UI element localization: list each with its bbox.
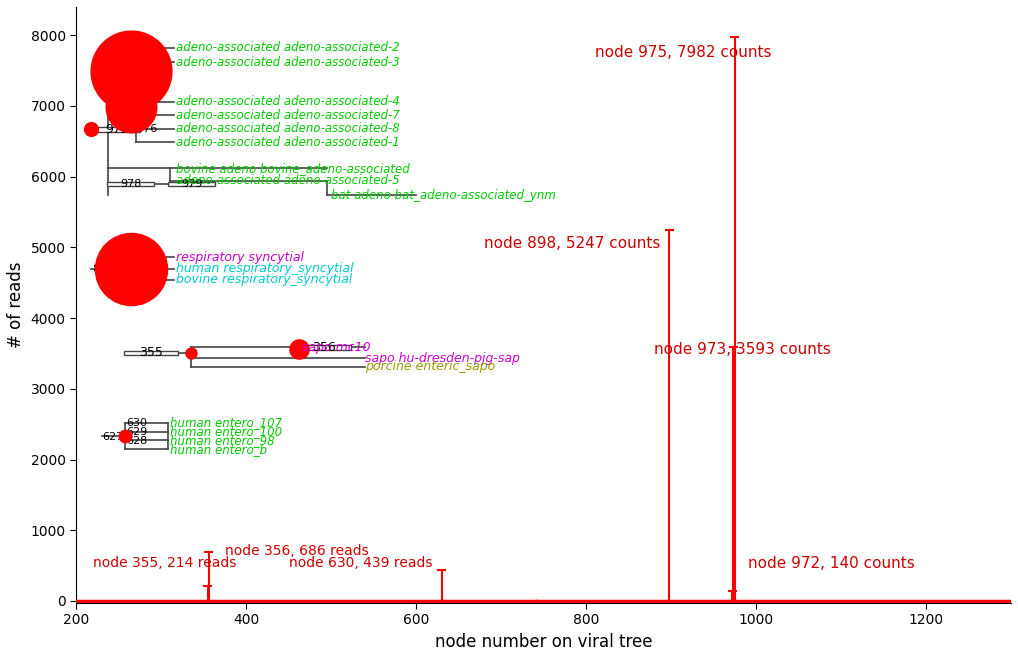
Text: node 356, 686 reads: node 356, 686 reads xyxy=(225,544,369,559)
Text: 356: 356 xyxy=(313,341,336,354)
Text: human entero_98: human entero_98 xyxy=(170,434,274,447)
Text: 976: 976 xyxy=(136,124,158,134)
Text: human respiratory_syncytial: human respiratory_syncytial xyxy=(176,262,354,275)
Text: 977: 977 xyxy=(136,111,158,121)
Text: 972: 972 xyxy=(105,123,128,136)
FancyBboxPatch shape xyxy=(90,127,139,132)
Text: node 355, 214 reads: node 355, 214 reads xyxy=(93,557,236,570)
Text: adeno-associated adeno-associated-3: adeno-associated adeno-associated-3 xyxy=(176,56,400,68)
Text: 630: 630 xyxy=(126,418,148,428)
Text: 974: 974 xyxy=(136,58,158,68)
Text: sapo mc10: sapo mc10 xyxy=(302,341,371,353)
Text: respiratory syncytial: respiratory syncytial xyxy=(176,251,304,264)
Text: sapo hu-dresden-pjg-sap: sapo hu-dresden-pjg-sap xyxy=(365,352,520,365)
Text: adeno-associated adeno-associated-8: adeno-associated adeno-associated-8 xyxy=(176,122,400,135)
Text: adeno-associated adeno-associated-1: adeno-associated adeno-associated-1 xyxy=(176,136,400,149)
Text: human entero_b: human entero_b xyxy=(170,443,267,456)
FancyBboxPatch shape xyxy=(107,182,155,186)
Text: bovine respiratory_syncytial: bovine respiratory_syncytial xyxy=(176,274,352,286)
Text: adeno-associated adeno-associated-4: adeno-associated adeno-associated-4 xyxy=(176,95,400,108)
Text: node 630, 439 reads: node 630, 439 reads xyxy=(288,557,432,570)
Point xyxy=(117,431,133,442)
FancyBboxPatch shape xyxy=(123,351,178,355)
Text: adeno-associated adeno-associated-7: adeno-associated adeno-associated-7 xyxy=(176,109,400,122)
Point xyxy=(123,102,139,113)
Text: porcine enteric_sapo: porcine enteric_sapo xyxy=(365,361,496,373)
Text: human entero_107: human entero_107 xyxy=(170,417,282,429)
FancyBboxPatch shape xyxy=(297,345,351,349)
Text: bovine adeno bovine_adeno-associated: bovine adeno bovine_adeno-associated xyxy=(176,162,410,174)
Text: adeno-associated adeno-associated-2: adeno-associated adeno-associated-2 xyxy=(176,41,400,55)
Point xyxy=(123,65,139,76)
Text: 978: 978 xyxy=(120,179,142,189)
Text: 629: 629 xyxy=(126,427,148,437)
Text: human entero_100: human entero_100 xyxy=(170,425,282,438)
Point xyxy=(123,263,139,274)
Y-axis label: # of reads: # of reads xyxy=(7,262,25,348)
Text: 899: 899 xyxy=(123,264,145,274)
Point xyxy=(182,347,199,358)
Text: 898: 898 xyxy=(123,253,145,263)
Point xyxy=(83,123,100,134)
Text: 979: 979 xyxy=(181,179,203,189)
Text: 973: 973 xyxy=(136,98,158,108)
Text: 627: 627 xyxy=(103,432,123,442)
Text: node 973, 3593 counts: node 973, 3593 counts xyxy=(654,342,831,357)
Text: 975: 975 xyxy=(136,43,158,54)
Text: 355: 355 xyxy=(138,346,163,359)
FancyBboxPatch shape xyxy=(168,182,216,186)
Text: node 972, 140 counts: node 972, 140 counts xyxy=(747,556,914,571)
Text: 897: 897 xyxy=(93,265,114,274)
Point xyxy=(290,343,306,354)
Text: 628: 628 xyxy=(126,436,148,445)
X-axis label: node number on viral tree: node number on viral tree xyxy=(435,633,653,651)
Text: node 898, 5247 counts: node 898, 5247 counts xyxy=(484,236,661,251)
Text: node 975, 7982 counts: node 975, 7982 counts xyxy=(595,45,771,61)
Text: bat adeno bat_adeno-associated_ynm: bat adeno bat_adeno-associated_ynm xyxy=(331,189,556,201)
Text: adeno-associated adeno-associated-5: adeno-associated adeno-associated-5 xyxy=(176,174,400,188)
